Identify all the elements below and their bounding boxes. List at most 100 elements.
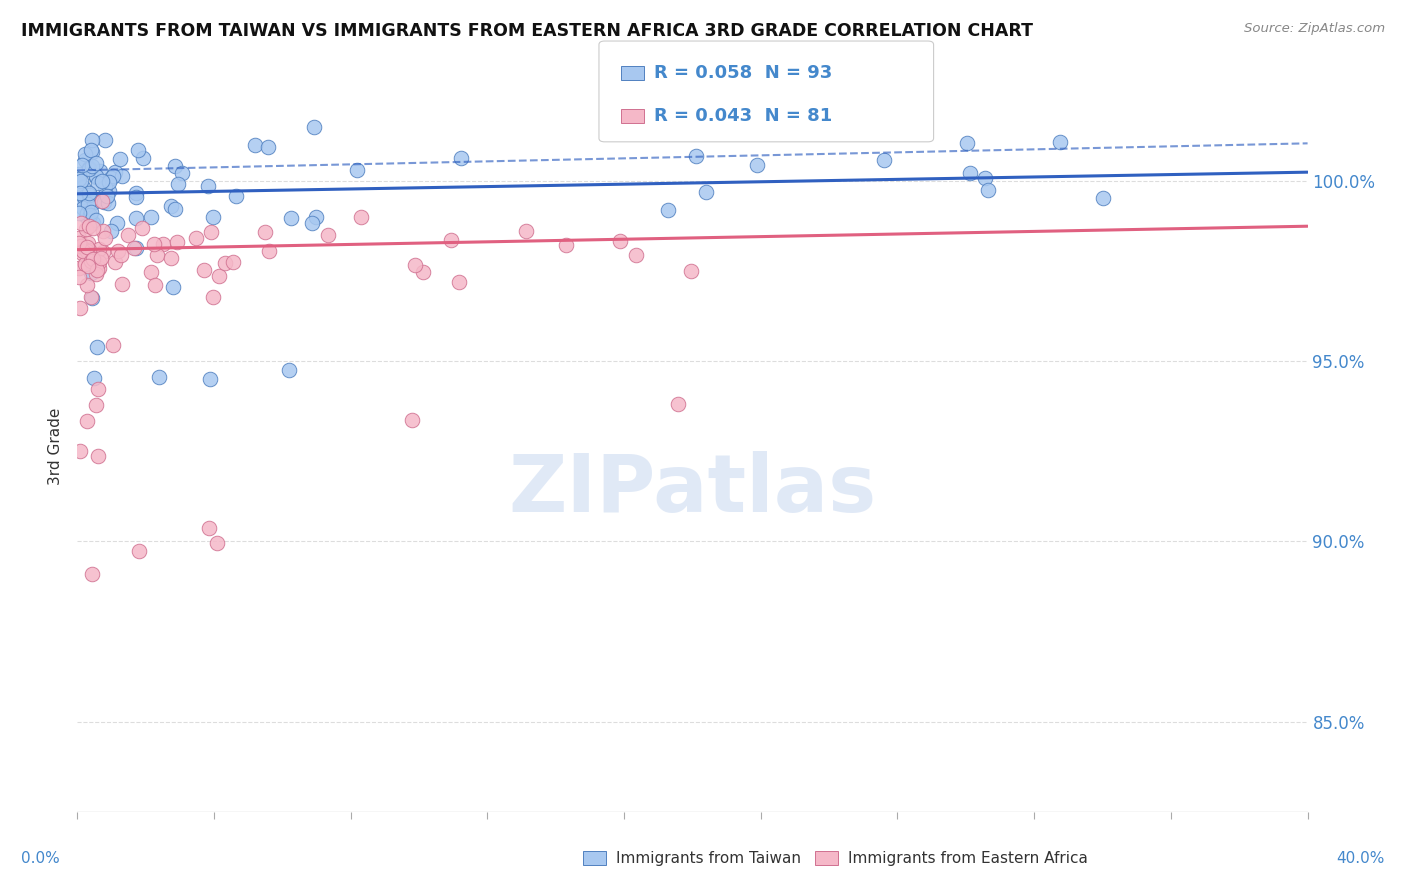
Point xyxy=(72,244,94,258)
Point xyxy=(122,242,145,256)
Point xyxy=(87,382,110,396)
Point xyxy=(97,196,120,211)
Point xyxy=(67,191,90,205)
Point xyxy=(80,253,103,268)
Point xyxy=(67,270,90,285)
Point xyxy=(77,161,100,175)
Point xyxy=(69,260,91,275)
Point xyxy=(83,371,105,385)
Point xyxy=(125,190,148,204)
Point xyxy=(124,186,146,200)
Point xyxy=(873,153,896,167)
Point xyxy=(70,174,93,188)
Point xyxy=(609,234,631,248)
Point xyxy=(70,158,93,172)
Point xyxy=(160,199,183,213)
Point xyxy=(152,237,174,252)
Point xyxy=(73,190,96,204)
Point xyxy=(685,149,707,163)
Point xyxy=(305,210,328,224)
Point xyxy=(94,230,117,244)
Point xyxy=(205,535,228,549)
Point xyxy=(93,180,115,194)
Point xyxy=(84,398,107,412)
Point xyxy=(90,251,112,265)
Point xyxy=(76,235,98,250)
Point xyxy=(163,202,186,216)
Point xyxy=(127,144,149,158)
Point xyxy=(100,225,122,239)
Point xyxy=(198,372,221,386)
Point xyxy=(160,251,183,265)
Point xyxy=(412,265,434,279)
Point xyxy=(67,171,90,186)
Point xyxy=(107,244,129,258)
Point xyxy=(973,170,995,185)
Point xyxy=(79,219,101,233)
Point xyxy=(515,224,537,238)
Point xyxy=(72,246,94,260)
Point xyxy=(142,237,165,252)
Point xyxy=(94,133,117,147)
Point xyxy=(302,120,325,135)
Point xyxy=(977,183,1000,197)
Point xyxy=(84,169,107,183)
Point xyxy=(214,256,236,270)
Point xyxy=(100,171,122,186)
Point xyxy=(89,242,111,256)
Point xyxy=(450,151,472,165)
Point xyxy=(84,212,107,227)
Point xyxy=(79,208,101,222)
Point xyxy=(77,244,100,259)
Point xyxy=(125,211,148,226)
Point xyxy=(91,173,114,187)
Point xyxy=(76,240,98,254)
Point xyxy=(257,244,280,258)
Point xyxy=(253,226,276,240)
Point xyxy=(82,292,104,306)
Point xyxy=(79,204,101,219)
Point xyxy=(75,221,97,235)
Point xyxy=(401,413,423,427)
Text: 40.0%: 40.0% xyxy=(1337,851,1385,865)
Text: R = 0.043  N = 81: R = 0.043 N = 81 xyxy=(654,107,832,125)
Point xyxy=(77,196,100,211)
Point xyxy=(117,227,139,242)
Point xyxy=(82,194,104,209)
Point xyxy=(73,153,96,168)
Point xyxy=(67,176,90,190)
Point xyxy=(83,194,105,208)
Point xyxy=(139,210,162,224)
Point xyxy=(128,543,150,558)
Point xyxy=(695,185,717,199)
Point xyxy=(67,230,90,244)
Point xyxy=(139,265,162,279)
Point xyxy=(77,260,100,274)
Point xyxy=(349,210,371,224)
Point xyxy=(80,290,103,304)
Point xyxy=(956,136,979,151)
Point xyxy=(80,145,103,159)
Point xyxy=(186,231,208,245)
Point xyxy=(162,280,184,294)
Point xyxy=(76,278,98,293)
Text: ZIPatlas: ZIPatlas xyxy=(509,450,876,529)
Point xyxy=(75,147,97,161)
Point xyxy=(87,449,110,463)
Point xyxy=(104,255,127,269)
Point xyxy=(193,263,215,277)
Point xyxy=(201,210,224,224)
Point xyxy=(93,195,115,210)
Point xyxy=(103,169,125,183)
Point xyxy=(125,241,148,255)
Point xyxy=(69,186,91,201)
Point xyxy=(225,189,247,203)
Point xyxy=(91,194,114,209)
Point xyxy=(87,254,110,268)
Point xyxy=(70,216,93,230)
Point xyxy=(243,137,266,152)
Text: Immigrants from Taiwan: Immigrants from Taiwan xyxy=(616,851,801,865)
Y-axis label: 3rd Grade: 3rd Grade xyxy=(48,408,63,484)
Point xyxy=(73,257,96,271)
Point xyxy=(666,396,689,410)
